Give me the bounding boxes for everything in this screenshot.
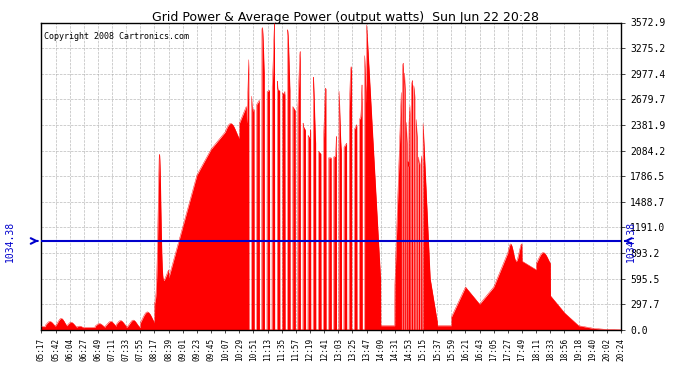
Text: Copyright 2008 Cartronics.com: Copyright 2008 Cartronics.com (44, 32, 189, 41)
Text: Grid Power & Average Power (output watts)  Sun Jun 22 20:28: Grid Power & Average Power (output watts… (152, 11, 538, 24)
Text: 1034.38: 1034.38 (627, 220, 636, 261)
Text: 1034.38: 1034.38 (6, 220, 15, 261)
